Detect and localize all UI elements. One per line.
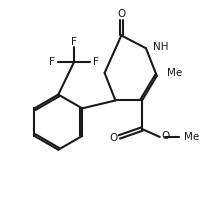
Text: NH: NH	[153, 42, 169, 52]
Text: Me: Me	[167, 69, 182, 78]
Text: O: O	[109, 133, 118, 143]
Text: F: F	[93, 57, 99, 67]
Text: F: F	[71, 37, 77, 47]
Text: Me: Me	[184, 132, 200, 142]
Text: F: F	[50, 57, 55, 67]
Text: O: O	[117, 9, 126, 19]
Text: O: O	[162, 131, 170, 141]
